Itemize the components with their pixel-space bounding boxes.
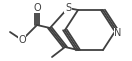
Text: N: N	[114, 28, 122, 38]
Text: S: S	[65, 3, 71, 13]
Text: O: O	[33, 3, 41, 13]
Text: O: O	[18, 35, 26, 45]
